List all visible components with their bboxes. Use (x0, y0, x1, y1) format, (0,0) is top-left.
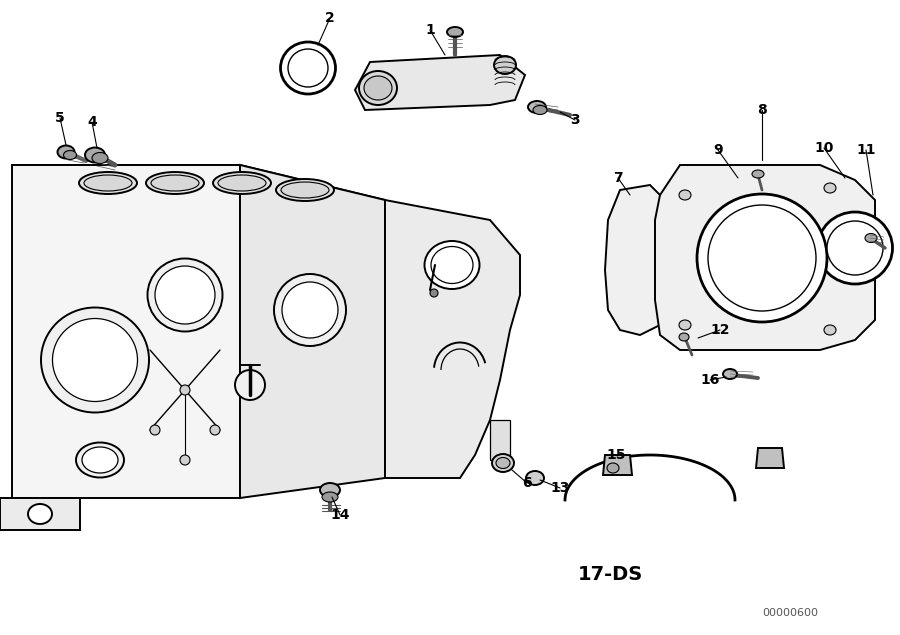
Ellipse shape (492, 454, 514, 472)
Ellipse shape (533, 105, 547, 114)
Text: 8: 8 (757, 103, 767, 117)
Ellipse shape (679, 190, 691, 200)
Ellipse shape (281, 42, 336, 94)
Text: 3: 3 (571, 113, 580, 127)
Text: 9: 9 (713, 143, 723, 157)
Polygon shape (0, 498, 80, 530)
Text: 16: 16 (700, 373, 720, 387)
Ellipse shape (281, 182, 329, 198)
Text: 5: 5 (55, 111, 65, 125)
Text: 10: 10 (814, 141, 833, 155)
Ellipse shape (607, 463, 619, 473)
Polygon shape (655, 165, 875, 350)
Text: 2: 2 (325, 11, 335, 25)
Ellipse shape (679, 333, 689, 341)
Ellipse shape (276, 179, 334, 201)
Ellipse shape (52, 319, 138, 401)
Ellipse shape (447, 27, 463, 37)
Ellipse shape (218, 175, 266, 191)
Ellipse shape (679, 320, 691, 330)
Ellipse shape (494, 56, 516, 74)
Ellipse shape (79, 172, 137, 194)
Polygon shape (240, 165, 385, 498)
Ellipse shape (526, 471, 544, 485)
Ellipse shape (364, 76, 392, 100)
Text: 00000600: 00000600 (762, 608, 818, 618)
Ellipse shape (41, 307, 149, 413)
Ellipse shape (76, 443, 124, 478)
Ellipse shape (28, 504, 52, 524)
Polygon shape (605, 185, 665, 335)
Polygon shape (385, 200, 520, 478)
Ellipse shape (180, 455, 190, 465)
Ellipse shape (92, 152, 108, 163)
Text: 15: 15 (607, 448, 625, 462)
Polygon shape (12, 165, 240, 498)
Ellipse shape (274, 274, 346, 346)
Text: 12: 12 (710, 323, 730, 337)
Ellipse shape (288, 49, 328, 87)
Ellipse shape (430, 289, 438, 297)
Ellipse shape (151, 175, 199, 191)
Ellipse shape (146, 172, 204, 194)
Ellipse shape (697, 194, 827, 322)
Ellipse shape (425, 241, 480, 289)
Text: 4: 4 (87, 115, 97, 129)
Ellipse shape (84, 175, 132, 191)
Ellipse shape (528, 101, 546, 113)
Ellipse shape (85, 147, 105, 163)
Ellipse shape (320, 483, 340, 497)
Ellipse shape (752, 170, 764, 178)
Ellipse shape (359, 71, 397, 105)
Text: 6: 6 (522, 476, 532, 490)
Polygon shape (603, 455, 632, 475)
Ellipse shape (865, 234, 877, 243)
Text: 13: 13 (550, 481, 570, 495)
Ellipse shape (155, 266, 215, 324)
Ellipse shape (723, 369, 737, 379)
Ellipse shape (213, 172, 271, 194)
Ellipse shape (496, 457, 510, 469)
Ellipse shape (64, 150, 76, 159)
Ellipse shape (431, 246, 473, 283)
Ellipse shape (235, 370, 265, 400)
Polygon shape (12, 498, 55, 520)
Ellipse shape (322, 492, 338, 502)
Text: 11: 11 (856, 143, 876, 157)
Text: 1: 1 (425, 23, 435, 37)
Text: 17-DS: 17-DS (578, 566, 643, 584)
Text: 7: 7 (613, 171, 623, 185)
Ellipse shape (827, 221, 883, 275)
Ellipse shape (817, 212, 893, 284)
Polygon shape (355, 55, 525, 110)
Ellipse shape (824, 325, 836, 335)
Ellipse shape (58, 145, 75, 159)
Ellipse shape (180, 385, 190, 395)
Polygon shape (12, 165, 385, 200)
Ellipse shape (210, 425, 220, 435)
Ellipse shape (824, 183, 836, 193)
Ellipse shape (82, 447, 118, 473)
Text: 14: 14 (330, 508, 350, 522)
Ellipse shape (150, 425, 160, 435)
Ellipse shape (282, 282, 338, 338)
Polygon shape (490, 420, 510, 460)
Polygon shape (756, 448, 784, 468)
Ellipse shape (708, 205, 816, 311)
Ellipse shape (148, 258, 222, 331)
